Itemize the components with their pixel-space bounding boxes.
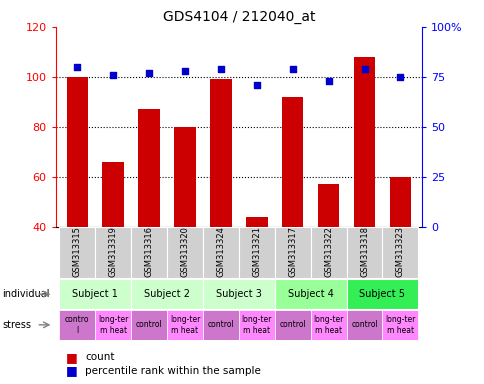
Bar [317,184,339,227]
FancyBboxPatch shape [238,310,274,340]
Bar [353,57,375,227]
Point [73,64,81,70]
FancyBboxPatch shape [202,227,238,278]
Bar [281,97,303,227]
FancyBboxPatch shape [346,310,382,340]
Point [288,66,296,72]
Bar [138,109,160,227]
Point [253,82,260,88]
FancyBboxPatch shape [131,310,166,340]
FancyBboxPatch shape [346,227,382,278]
Bar [210,79,231,227]
Title: GDS4104 / 212040_at: GDS4104 / 212040_at [162,10,315,25]
Text: GSM313324: GSM313324 [216,226,225,277]
Text: GSM313319: GSM313319 [108,226,118,277]
Text: count: count [85,352,114,362]
FancyBboxPatch shape [202,310,238,340]
Bar [245,217,267,227]
Text: control: control [136,320,162,329]
FancyBboxPatch shape [95,310,131,340]
Text: GSM313322: GSM313322 [323,226,333,277]
FancyBboxPatch shape [131,279,202,309]
Bar [66,77,88,227]
Bar [174,127,196,227]
Bar [389,177,410,227]
FancyBboxPatch shape [310,310,346,340]
Point [396,74,404,80]
Point [324,78,332,84]
Point [145,70,152,76]
Point [109,72,117,78]
Text: Subject 1: Subject 1 [72,289,118,299]
Text: long-ter
m heat: long-ter m heat [241,315,272,334]
Text: Subject 4: Subject 4 [287,289,333,299]
FancyBboxPatch shape [382,227,418,278]
FancyBboxPatch shape [238,227,274,278]
FancyBboxPatch shape [274,279,346,309]
FancyBboxPatch shape [166,310,202,340]
Bar [102,162,124,227]
FancyBboxPatch shape [382,310,418,340]
FancyBboxPatch shape [59,310,95,340]
Text: long-ter
m heat: long-ter m heat [313,315,343,334]
Text: GSM313316: GSM313316 [144,226,153,277]
Text: GSM313323: GSM313323 [395,226,404,277]
Text: individual: individual [2,289,50,299]
Text: control: control [350,320,377,329]
FancyBboxPatch shape [310,227,346,278]
Text: Subject 5: Subject 5 [359,289,405,299]
Text: ■: ■ [65,364,77,377]
FancyBboxPatch shape [346,279,418,309]
Text: GSM313315: GSM313315 [73,226,82,277]
Text: long-ter
m heat: long-ter m heat [384,315,415,334]
Text: GSM313321: GSM313321 [252,226,261,277]
Text: percentile rank within the sample: percentile rank within the sample [85,366,260,376]
Text: GSM313320: GSM313320 [180,226,189,277]
FancyBboxPatch shape [166,227,202,278]
Text: Subject 3: Subject 3 [215,289,261,299]
Text: long-ter
m heat: long-ter m heat [98,315,128,334]
Point [216,66,224,72]
Point [360,66,368,72]
Point [181,68,188,74]
FancyBboxPatch shape [274,227,310,278]
Text: GSM313318: GSM313318 [359,226,368,277]
FancyBboxPatch shape [274,310,310,340]
Text: long-ter
m heat: long-ter m heat [169,315,200,334]
Text: Subject 2: Subject 2 [144,289,190,299]
FancyBboxPatch shape [131,227,166,278]
Text: GSM313317: GSM313317 [287,226,297,277]
FancyBboxPatch shape [59,279,131,309]
Text: contro
l: contro l [65,315,90,334]
Text: ■: ■ [65,351,77,364]
Text: control: control [279,320,305,329]
FancyBboxPatch shape [59,227,95,278]
Text: stress: stress [2,320,31,330]
FancyBboxPatch shape [95,227,131,278]
Text: control: control [207,320,234,329]
FancyBboxPatch shape [202,279,274,309]
